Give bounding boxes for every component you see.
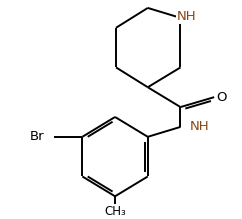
Text: CH₃: CH₃ [104,205,126,218]
Text: NH: NH [189,120,209,133]
Text: NH: NH [177,10,196,23]
Text: O: O [216,91,226,104]
Text: Br: Br [30,130,45,143]
